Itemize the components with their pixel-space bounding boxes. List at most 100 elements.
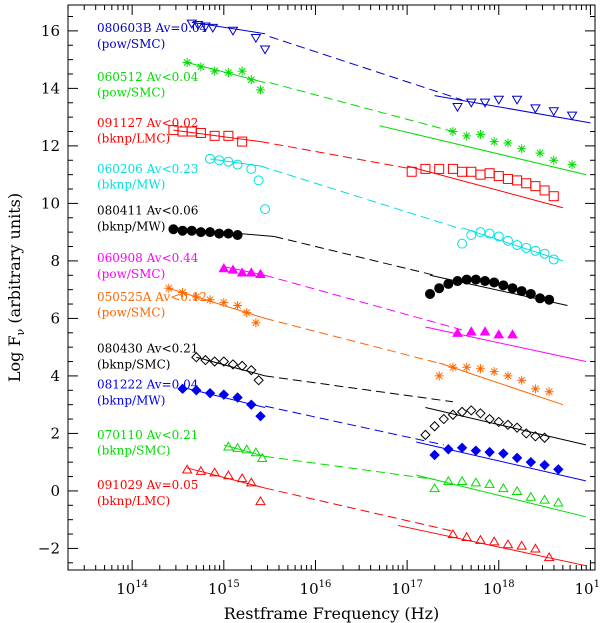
data-point [539, 248, 550, 259]
x-tick-label-exponent: 16 [319, 579, 332, 590]
series-080411: 080411 Av<0.06(bknp/MW) [97, 204, 568, 306]
series-model-label: (pow/SMC) [97, 37, 165, 51]
data-point [447, 529, 459, 539]
data-point [250, 33, 262, 44]
data-point [223, 68, 233, 78]
y-tick-label: 4 [50, 367, 60, 385]
data-point [186, 19, 198, 29]
data-point [465, 98, 477, 108]
data-point [452, 327, 463, 337]
xray-model-line [434, 95, 591, 124]
data-point [489, 367, 499, 377]
series-label: 060512 Av<0.04 [97, 70, 199, 84]
data-point [466, 230, 477, 241]
data-point [539, 459, 550, 471]
xray-model-line [406, 165, 564, 209]
data-point [429, 421, 440, 432]
data-point [461, 274, 472, 285]
series-model-label: (bknp/MW) [97, 393, 165, 407]
data-point [525, 288, 536, 299]
data-point [484, 446, 495, 458]
y-tick-label: 8 [50, 252, 60, 270]
x-tick-label-base: 10 [483, 580, 502, 598]
data-point [236, 472, 248, 483]
data-point [255, 85, 265, 95]
data-point [241, 444, 253, 454]
series-080430: 080430 Av<0.21(bknp/SMC) [97, 342, 586, 446]
x-tick-label: 1019 [575, 579, 600, 598]
data-point [530, 104, 541, 114]
data-point [191, 385, 202, 396]
x-tick-label-exponent: 15 [227, 579, 240, 590]
series-model-label: (bknp/MW) [97, 178, 165, 192]
y-tick-label: 12 [41, 137, 60, 155]
data-point [442, 475, 454, 485]
data-point [479, 98, 491, 108]
data-point [207, 23, 219, 34]
y-axis-title: Log Fν (arbitrary units) [5, 193, 27, 382]
data-point [256, 452, 268, 462]
data-point [448, 362, 458, 372]
data-point [511, 422, 523, 433]
data-point [461, 531, 473, 542]
data-point [475, 408, 486, 419]
data-point [420, 429, 431, 441]
data-point [191, 352, 202, 363]
data-point [511, 485, 523, 496]
xray-model-line [425, 407, 586, 446]
data-point [164, 283, 174, 293]
data-point [525, 491, 537, 501]
data-point [470, 274, 481, 285]
optical-model-line [173, 129, 261, 143]
xray-model-line [416, 474, 586, 518]
extrapolation-dashed-line [260, 165, 463, 230]
y-tick-label: −2 [38, 539, 60, 557]
y-tick-label: 0 [50, 482, 60, 500]
series-model-label: (bknp/LMC) [97, 132, 170, 146]
data-point [223, 470, 234, 480]
data-point [434, 371, 444, 381]
data-point [539, 432, 550, 443]
data-point [227, 264, 239, 274]
data-point [237, 136, 248, 147]
data-point [443, 444, 454, 455]
data-point [530, 431, 541, 442]
data-point [191, 292, 201, 302]
data-point [232, 442, 243, 452]
data-point [479, 326, 491, 336]
data-point [205, 295, 215, 305]
y-tick-label: 2 [50, 424, 60, 442]
extrapolation-dashed-line [264, 274, 463, 331]
data-point [543, 552, 555, 562]
data-point [475, 129, 485, 139]
data-point [219, 298, 229, 308]
data-point [223, 441, 234, 451]
data-point [511, 95, 523, 105]
data-point [498, 448, 509, 459]
data-point [443, 278, 454, 289]
x-tick-label: 1017 [391, 579, 423, 598]
data-point [452, 276, 463, 287]
data-point [502, 419, 514, 431]
data-point [484, 228, 495, 239]
y-axis-title-suffix: (arbitrary units) [5, 193, 24, 329]
data-point [209, 130, 220, 141]
data-point [493, 329, 505, 339]
x-tick-label-base: 10 [116, 580, 135, 598]
xray-model-line [397, 524, 586, 567]
data-point [209, 356, 220, 367]
series-label: 081222 Av=0.04 [97, 378, 199, 392]
x-tick-label-base: 10 [208, 580, 227, 598]
series-081222: 081222 Av=0.04(bknp/MW) [97, 378, 586, 482]
x-tick-label: 1018 [483, 579, 515, 598]
data-point [489, 137, 499, 147]
xray-model-line [379, 125, 586, 176]
x-tick-label-base: 10 [391, 580, 410, 598]
data-point [470, 477, 482, 487]
data-point [484, 413, 495, 425]
data-point [567, 160, 577, 170]
data-point [209, 467, 221, 477]
series-model-label: (bknp/LMC) [97, 494, 170, 508]
series-model-label: (pow/SMC) [97, 86, 165, 100]
